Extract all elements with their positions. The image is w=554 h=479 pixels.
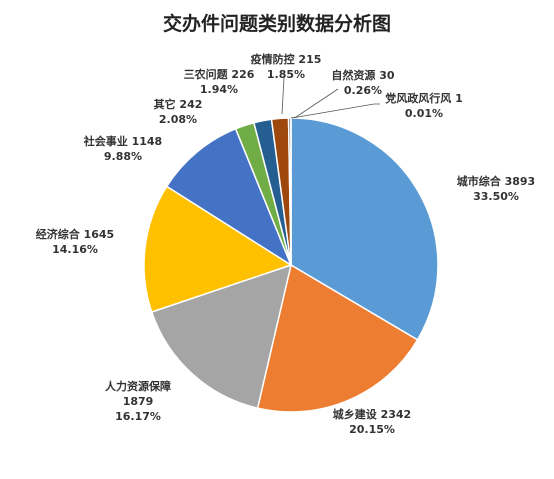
- leader-line: [281, 77, 285, 115]
- slice-percent-label: 20.15%: [349, 423, 395, 436]
- slice-percent-label: 0.26%: [344, 84, 382, 97]
- slice-percent-label: 33.50%: [473, 190, 519, 203]
- slice-name-label: 自然资源 30: [331, 68, 394, 82]
- slice-name-label: 经济综合 1645: [36, 227, 114, 241]
- slice-name-label: 疫情防控 215: [251, 52, 322, 66]
- slice-percent-label: 1.94%: [200, 83, 238, 96]
- leader-line: [290, 88, 339, 119]
- slice-labels: 城市综合 3893 33.50% 城乡建设 2342 20.15% 人力资源保障 1879…: [36, 52, 535, 436]
- slice-name-label: 党风政风行风 1: [385, 91, 462, 105]
- leader-line: [291, 103, 380, 119]
- slice-name-label: 社会事业 1148: [83, 134, 162, 148]
- leader-lines: [281, 77, 380, 119]
- pie-slice-2: [256, 263, 419, 413]
- pie-slice-4: [143, 185, 293, 313]
- slice-percent-label: 2.08%: [159, 113, 197, 126]
- pie-slice-1: [290, 117, 439, 341]
- slice-name-label: 1879: [123, 395, 154, 408]
- slice-name-label: 三农问题 226: [184, 67, 255, 81]
- chart-title: 交办件问题类别数据分析图: [163, 12, 391, 35]
- slice-name-label: 其它 242: [154, 97, 203, 111]
- slice-percent-label: 1.85%: [267, 68, 305, 81]
- slice-name-label: 城市综合 3893: [457, 174, 535, 188]
- slice-percent-label: 14.16%: [52, 243, 98, 256]
- slice-name-label: 人力资源保障: [105, 379, 171, 393]
- slice-percent-label: 9.88%: [104, 150, 142, 163]
- slice-name-label: 城乡建设 2342: [333, 407, 411, 421]
- pie-slice-5: [165, 127, 293, 267]
- pie-slices: [143, 117, 439, 413]
- slice-percent-label: 16.17%: [115, 410, 161, 423]
- slice-percent-label: 0.01%: [405, 107, 443, 120]
